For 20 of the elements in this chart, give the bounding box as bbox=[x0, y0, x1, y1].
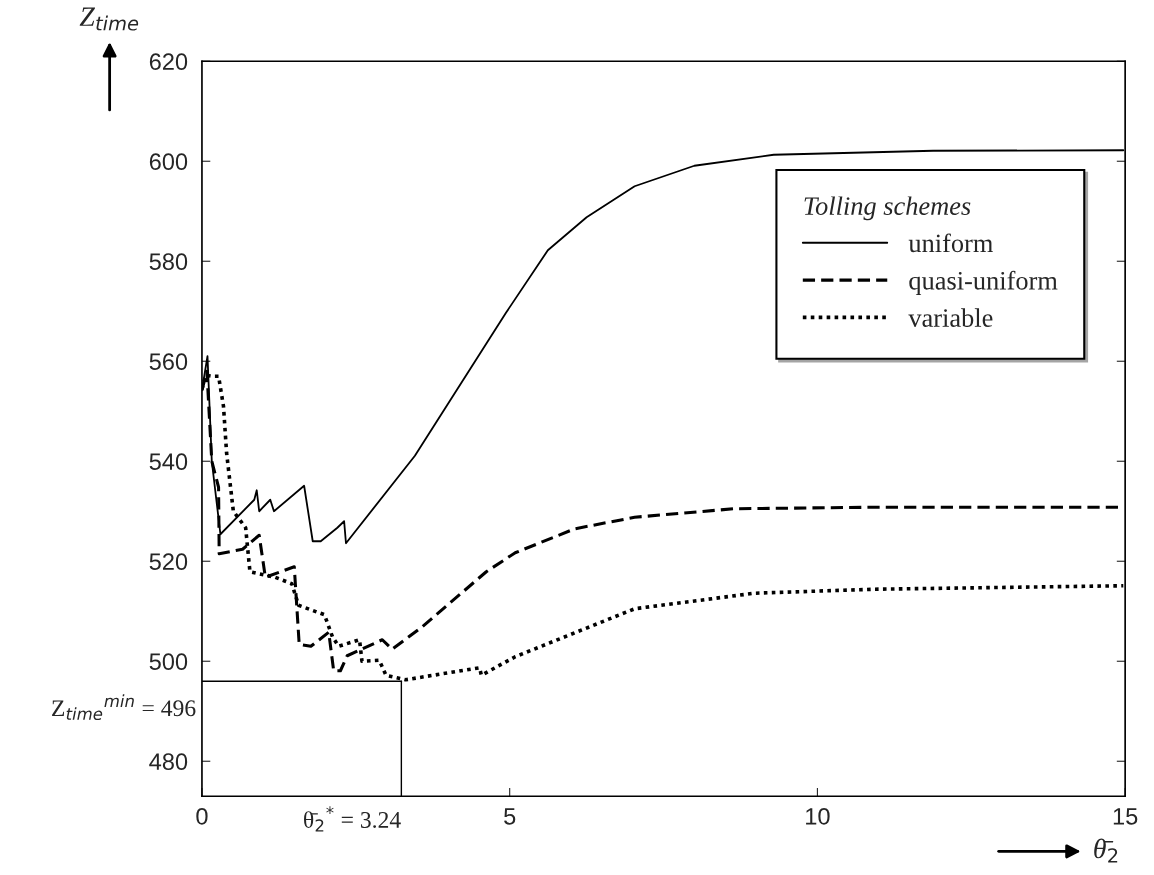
x-axis-title: θ̄$_{2}$ bbox=[1094, 838, 1118, 863]
y-tick-label: 480 bbox=[149, 753, 188, 771]
ref-line-label: θ̄$_{2}$$^{*}$ = 3.24 bbox=[304, 806, 401, 832]
ref-line-label: Z$_{time}$$^{min}$ = 496 bbox=[52, 694, 196, 721]
y-tick-label: 580 bbox=[149, 253, 188, 271]
x-tick-label: 10 bbox=[806, 807, 830, 825]
y-tick-label: 620 bbox=[149, 53, 188, 71]
legend-title: Tolling schemes bbox=[804, 196, 971, 221]
y-tick-label: 600 bbox=[149, 153, 188, 171]
x-tick-label: 5 bbox=[504, 808, 516, 825]
legend-label: variable bbox=[908, 308, 993, 327]
x-tick-label: 0 bbox=[196, 807, 208, 825]
y-tick-label: 500 bbox=[149, 653, 188, 671]
y-axis-title: Z$_{time}$ bbox=[79, 7, 139, 31]
legend-label: uniform bbox=[908, 233, 993, 253]
y-tick-label: 540 bbox=[149, 453, 188, 471]
y-tick-label: 560 bbox=[149, 353, 188, 371]
legend-label: quasi-uniform bbox=[909, 270, 1058, 295]
x-tick-label: 15 bbox=[1113, 808, 1138, 825]
y-tick-label: 520 bbox=[149, 553, 188, 571]
